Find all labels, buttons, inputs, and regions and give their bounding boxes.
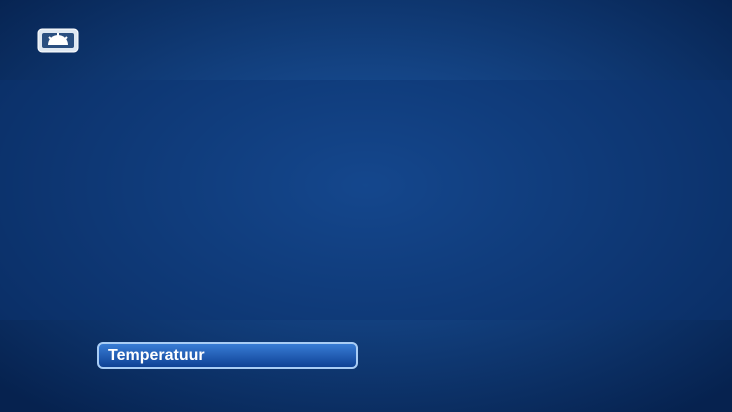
weather-icon: [37, 28, 79, 53]
chart-title: Temperatuur: [108, 347, 205, 364]
title-box: [97, 342, 358, 369]
chart-panel: [0, 80, 732, 320]
